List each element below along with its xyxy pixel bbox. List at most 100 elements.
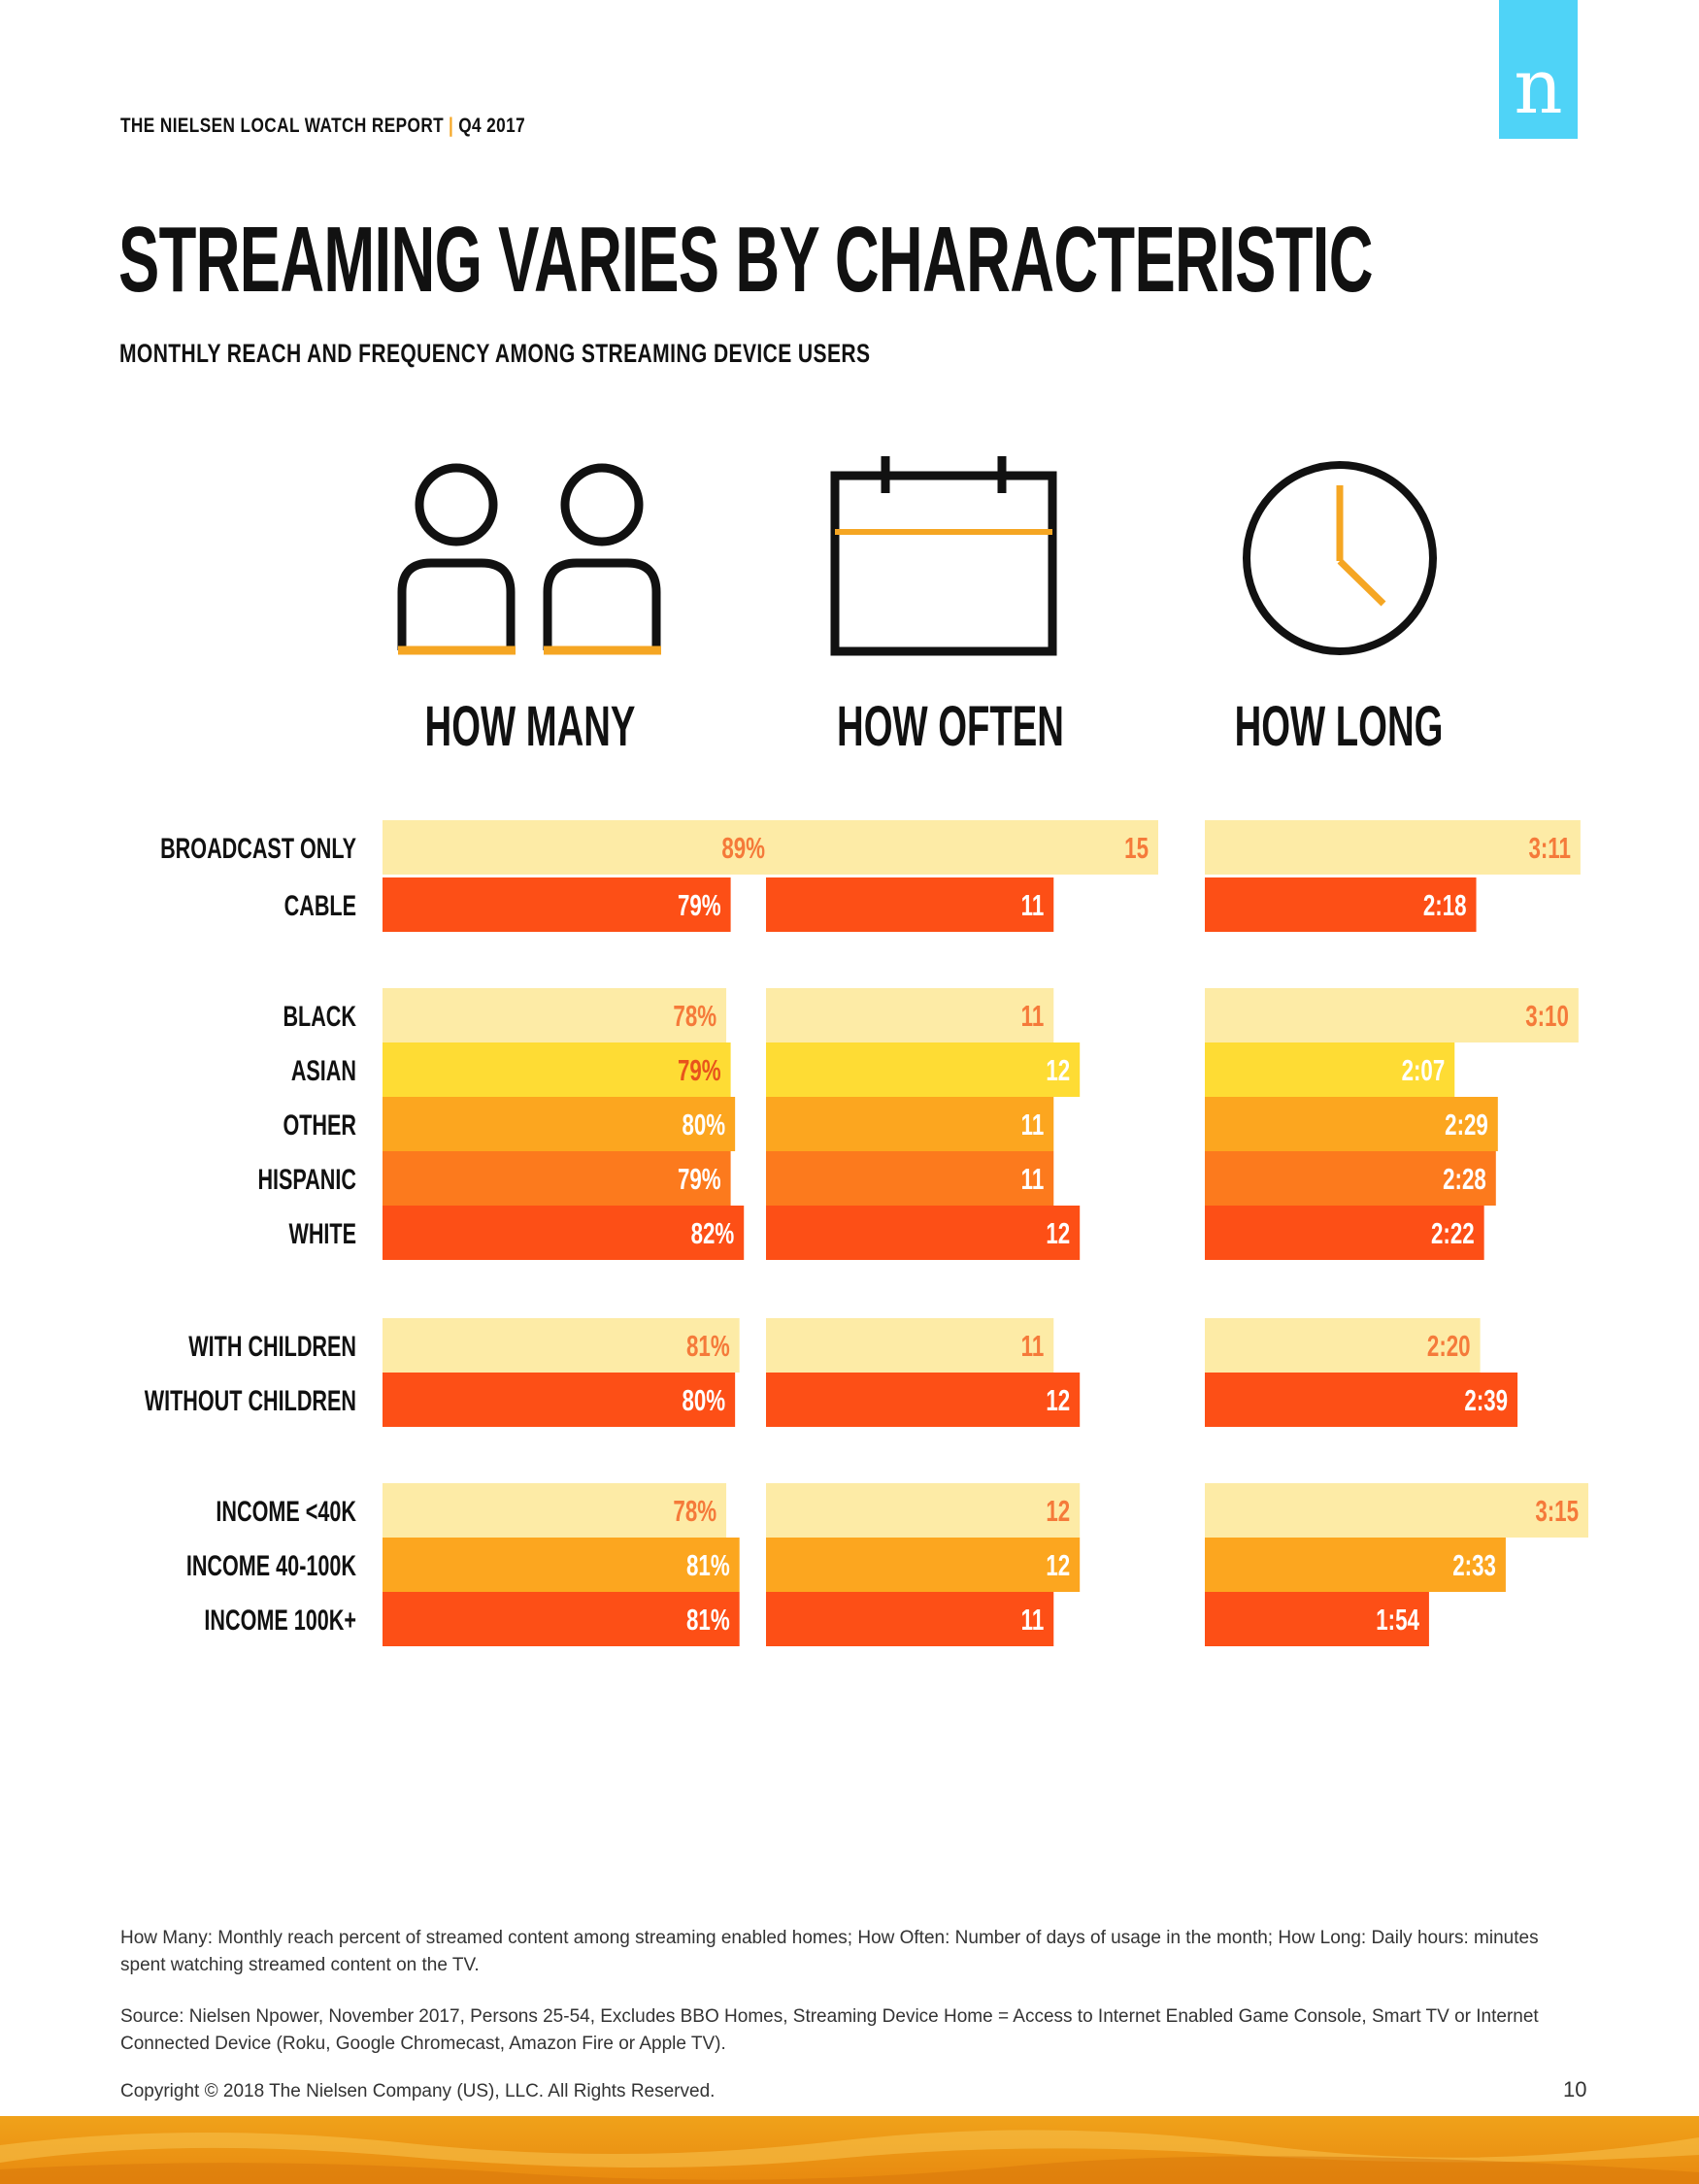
value-label-how-often-without-children: 12 [1046, 1383, 1070, 1416]
column-header-how-long: HOW LONG [1234, 695, 1444, 758]
value-label-how-many-income-40-100k: 81% [686, 1548, 730, 1581]
bar-how-often-asian [766, 1042, 1081, 1097]
bar-how-many-income-100k [383, 1592, 740, 1646]
value-label-how-often-income-40k: 12 [1046, 1494, 1070, 1527]
bar-how-many-with-children [383, 1318, 740, 1373]
definitions-footnote: How Many: Monthly reach percent of strea… [120, 1928, 1539, 1975]
nielsen-logo: n [1499, 0, 1578, 139]
value-label-how-many-hispanic: 79% [678, 1162, 721, 1195]
value-label-how-many-other: 80% [682, 1108, 725, 1141]
row-label-black: BLACK [283, 999, 356, 1032]
row-label-without-children: WITHOUT CHILDREN [145, 1383, 356, 1416]
value-label-how-long-hispanic: 2:28 [1443, 1162, 1486, 1195]
bar-how-long-income-100k [1205, 1592, 1429, 1646]
bar-how-long-white [1205, 1206, 1484, 1260]
page-subtitle: MONTHLY REACH AND FREQUENCY AMONG STREAM… [119, 339, 871, 368]
value-label-how-long-income-100k: 1:54 [1376, 1603, 1419, 1636]
value-label-how-many-without-children: 80% [682, 1383, 725, 1416]
value-label-how-often-with-children: 11 [1021, 1329, 1045, 1362]
row-label-cable: CABLE [284, 888, 356, 921]
decorative-wave-band [0, 2116, 1699, 2184]
bar-how-many-hispanic [383, 1151, 731, 1206]
value-label-how-many-asian: 79% [678, 1053, 721, 1086]
calendar-icon [830, 456, 1057, 656]
bar-how-many-asian [383, 1042, 731, 1097]
bar-how-long-income-40k [1205, 1483, 1588, 1538]
row-label-broadcast-only: BROADCAST ONLY [160, 831, 356, 864]
bar-how-long-black [1205, 988, 1579, 1042]
logo-letter: n [1514, 44, 1563, 131]
column-header-how-often: HOW OFTEN [837, 695, 1064, 758]
value-label-how-often-white: 12 [1046, 1216, 1070, 1249]
bar-how-long-hispanic [1205, 1151, 1496, 1206]
bar-how-many-income-40k [383, 1483, 727, 1538]
row-label-income-100k: INCOME 100K+ [204, 1603, 356, 1636]
clock-icon [1243, 461, 1437, 655]
bar-how-often-without-children [766, 1373, 1081, 1427]
bar-how-many-other [383, 1097, 736, 1151]
bar-how-long-asian [1205, 1042, 1455, 1097]
report-name: THE NIELSEN LOCAL WATCH REPORT [120, 115, 445, 137]
bar-how-often-income-100k [766, 1592, 1054, 1646]
row-label-income-40-100k: INCOME 40-100K [186, 1548, 356, 1581]
bar-how-often-broadcast-only [766, 820, 1158, 875]
bar-how-often-income-40-100k [766, 1538, 1081, 1592]
report-header: THE NIELSEN LOCAL WATCH REPORT | Q4 2017 [120, 115, 525, 138]
bar-how-often-other [766, 1097, 1054, 1151]
bar-how-often-white [766, 1206, 1081, 1260]
value-label-how-often-income-100k: 11 [1021, 1603, 1045, 1636]
bar-how-long-income-40-100k [1205, 1538, 1506, 1592]
bar-how-many-cable [383, 877, 731, 932]
row-label-income-40k: INCOME <40K [216, 1494, 356, 1527]
column-header-how-many: HOW MANY [424, 695, 636, 758]
value-label-how-many-income-100k: 81% [686, 1603, 730, 1636]
copyright: Copyright © 2018 The Nielsen Company (US… [120, 2081, 716, 2101]
source-footnote: Source: Nielsen Npower, November 2017, P… [120, 2006, 1539, 2054]
row-label-with-children: WITH CHILDREN [188, 1329, 356, 1362]
bar-how-long-with-children [1205, 1318, 1481, 1373]
value-label-how-often-cable: 11 [1021, 888, 1045, 921]
value-label-how-many-black: 78% [673, 999, 716, 1032]
value-label-how-often-black: 11 [1021, 999, 1045, 1032]
value-label-how-often-broadcast-only: 15 [1124, 831, 1149, 864]
bar-how-often-hispanic [766, 1151, 1054, 1206]
bar-how-many-broadcast-only [383, 820, 775, 875]
bar-how-often-income-40k [766, 1483, 1081, 1538]
value-label-how-many-cable: 79% [678, 888, 721, 921]
row-label-other: OTHER [283, 1108, 356, 1141]
people-icon [397, 463, 661, 655]
value-label-how-many-with-children: 81% [686, 1329, 730, 1362]
value-label-how-often-asian: 12 [1046, 1053, 1070, 1086]
value-label-how-often-income-40-100k: 12 [1046, 1548, 1070, 1581]
value-label-how-long-income-40-100k: 2:33 [1452, 1548, 1496, 1581]
value-label-how-long-white: 2:22 [1431, 1216, 1475, 1249]
bar-how-often-black [766, 988, 1054, 1042]
row-label-hispanic: HISPANIC [257, 1162, 356, 1195]
value-label-how-long-without-children: 2:39 [1464, 1383, 1508, 1416]
header-separator: | [449, 115, 454, 137]
bar-how-many-without-children [383, 1373, 736, 1427]
bar-how-long-without-children [1205, 1373, 1518, 1427]
value-label-how-many-income-40k: 78% [673, 1494, 716, 1527]
page-number: 10 [1563, 2077, 1587, 2101]
value-label-how-long-black: 3:10 [1525, 999, 1569, 1032]
bar-how-many-white [383, 1206, 745, 1260]
value-label-how-long-cable: 2:18 [1423, 888, 1467, 921]
value-label-how-long-income-40k: 3:15 [1535, 1494, 1579, 1527]
value-label-how-long-with-children: 2:20 [1427, 1329, 1471, 1362]
page-title: STREAMING VARIES BY CHARACTERISTIC [118, 208, 1373, 312]
report-period: Q4 2017 [458, 115, 526, 137]
value-label-how-often-hispanic: 11 [1021, 1162, 1045, 1195]
bar-how-often-cable [766, 877, 1054, 932]
value-label-how-many-broadcast-only: 89% [721, 831, 765, 864]
row-label-white: WHITE [288, 1216, 356, 1249]
bar-how-many-income-40-100k [383, 1538, 740, 1592]
value-label-how-long-other: 2:29 [1445, 1108, 1488, 1141]
value-label-how-long-asian: 2:07 [1402, 1053, 1446, 1086]
bar-how-often-with-children [766, 1318, 1054, 1373]
bar-how-long-broadcast-only [1205, 820, 1581, 875]
value-label-how-long-broadcast-only: 3:11 [1528, 831, 1570, 864]
row-label-asian: ASIAN [291, 1053, 356, 1086]
bar-chart: BROADCAST ONLY CABLE BLACK ASIAN OTHER HISPAN… [145, 820, 1588, 1646]
value-label-how-many-white: 82% [691, 1216, 735, 1249]
